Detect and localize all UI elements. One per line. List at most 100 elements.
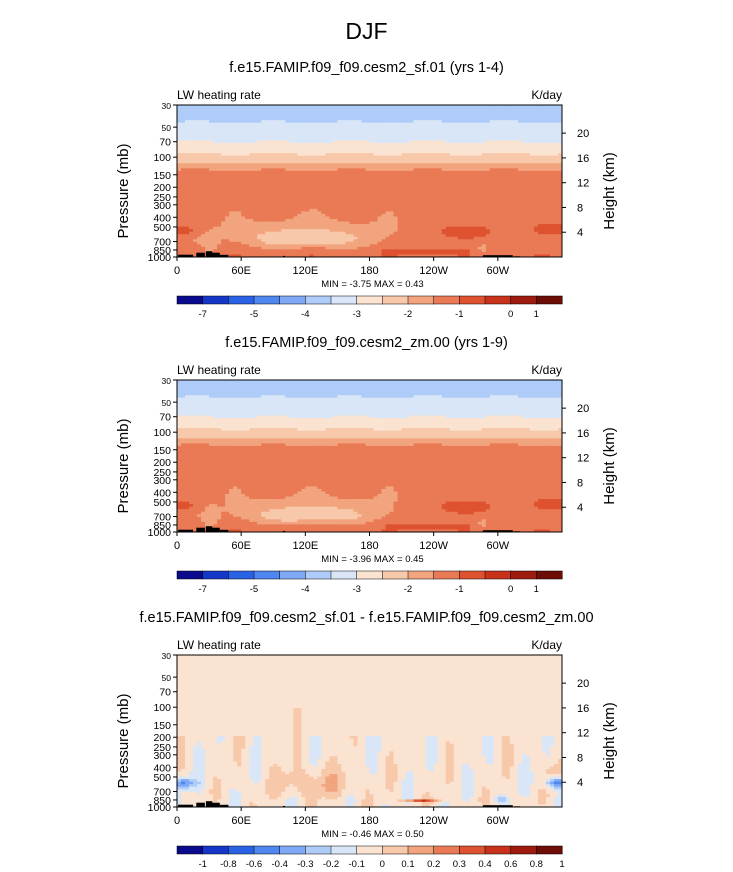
heatmap-cell bbox=[301, 229, 306, 233]
heatmap-cell bbox=[241, 231, 246, 235]
heatmap-cell bbox=[497, 173, 503, 177]
heatmap-cell bbox=[257, 153, 262, 157]
heatmap-cell bbox=[537, 153, 543, 157]
heatmap-cell bbox=[421, 140, 427, 144]
heatmap-cell bbox=[521, 234, 527, 238]
heatmap-cell bbox=[193, 208, 198, 212]
heatmap-cell bbox=[313, 132, 318, 136]
heatmap-cell bbox=[489, 143, 495, 146]
heatmap-cell bbox=[385, 234, 390, 238]
heatmap-cell bbox=[509, 191, 515, 195]
heatmap-cell bbox=[185, 165, 190, 169]
heatmap-cell bbox=[189, 183, 194, 187]
heatmap-cell bbox=[545, 107, 551, 111]
heatmap-cell bbox=[385, 178, 390, 182]
heatmap-cell bbox=[449, 143, 455, 146]
heatmap-cell bbox=[265, 143, 270, 146]
heatmap-cell bbox=[245, 203, 250, 207]
heatmap-cell bbox=[293, 135, 298, 139]
heatmap-cell bbox=[513, 155, 519, 159]
heatmap-cell bbox=[241, 229, 246, 233]
heatmap-cell bbox=[469, 105, 475, 108]
heatmap-cell bbox=[341, 105, 346, 108]
heatmap-cell bbox=[269, 165, 274, 169]
heatmap-cell bbox=[513, 173, 519, 177]
heatmap-cell bbox=[461, 137, 467, 141]
heatmap-cell bbox=[433, 175, 439, 179]
heatmap-cell bbox=[513, 132, 519, 136]
heatmap-cell bbox=[321, 183, 326, 187]
heatmap-cell bbox=[517, 206, 523, 210]
heatmap-cell bbox=[377, 186, 382, 189]
heatmap-cell bbox=[293, 132, 298, 136]
heatmap-cell bbox=[429, 160, 435, 164]
heatmap-cell bbox=[309, 168, 314, 172]
heatmap-cell bbox=[513, 191, 519, 195]
heatmap-cell bbox=[469, 224, 475, 227]
heatmap-cell bbox=[537, 216, 543, 220]
heatmap-cell bbox=[245, 145, 250, 149]
heatmap-cell bbox=[313, 178, 318, 182]
heatmap-cell bbox=[533, 181, 539, 184]
heatmap-cell bbox=[453, 175, 459, 179]
heatmap-cell bbox=[353, 178, 358, 182]
heatmap-cell bbox=[201, 203, 206, 207]
heatmap-cell bbox=[217, 120, 222, 124]
heatmap-cell bbox=[453, 122, 459, 126]
heatmap-cell bbox=[185, 155, 190, 159]
heatmap-cell bbox=[493, 173, 499, 177]
heatmap-cell bbox=[361, 226, 366, 230]
heatmap-cell bbox=[217, 178, 222, 182]
heatmap-cell bbox=[209, 198, 214, 202]
heatmap-cell bbox=[361, 137, 366, 141]
heatmap-cell bbox=[225, 140, 230, 144]
heatmap-cell bbox=[233, 155, 238, 159]
heatmap-cell bbox=[429, 135, 435, 139]
heatmap-cell bbox=[537, 150, 543, 154]
heatmap-cell bbox=[333, 183, 338, 187]
heatmap-cell bbox=[405, 224, 410, 227]
heatmap-cell bbox=[237, 132, 242, 136]
heatmap-cell bbox=[241, 117, 246, 121]
heatmap-cell bbox=[293, 170, 298, 174]
heatmap-cell bbox=[441, 201, 447, 205]
heatmap-cell bbox=[481, 153, 487, 157]
heatmap-cell bbox=[361, 135, 366, 139]
heatmap-cell bbox=[277, 193, 282, 197]
heatmap-cell bbox=[457, 221, 463, 225]
heatmap-cell bbox=[201, 175, 206, 179]
heatmap-cell bbox=[217, 206, 222, 210]
heatmap-cell bbox=[461, 193, 467, 197]
heatmap-cell bbox=[301, 105, 306, 108]
heatmap-cell bbox=[249, 105, 254, 108]
heatmap-cell bbox=[473, 125, 479, 129]
heatmap-cell bbox=[273, 168, 278, 172]
heatmap-cell bbox=[541, 140, 547, 144]
heatmap-cell bbox=[293, 120, 298, 124]
heatmap-cell bbox=[537, 132, 543, 136]
heatmap-cell bbox=[541, 191, 547, 195]
heatmap-cell bbox=[361, 163, 366, 167]
heatmap-cell bbox=[457, 168, 463, 172]
heatmap-cell bbox=[473, 226, 479, 230]
heatmap-cell bbox=[353, 231, 358, 235]
heatmap-cell bbox=[197, 224, 202, 227]
heatmap-cell bbox=[465, 125, 471, 129]
heatmap-cell bbox=[489, 115, 495, 119]
heatmap-cell bbox=[261, 143, 266, 146]
heatmap-cell bbox=[329, 226, 334, 230]
heatmap-cell bbox=[465, 175, 471, 179]
heatmap-cell bbox=[341, 120, 346, 124]
heatmap-cell bbox=[217, 173, 222, 177]
heatmap-cell bbox=[373, 153, 378, 157]
heatmap-cell bbox=[377, 216, 382, 220]
heatmap-cell bbox=[453, 178, 459, 182]
heatmap-cell bbox=[521, 153, 527, 157]
heatmap-cell bbox=[497, 145, 503, 149]
heatmap-cell bbox=[553, 221, 559, 225]
heatmap-cell bbox=[217, 160, 222, 164]
heatmap-cell bbox=[465, 234, 471, 238]
heatmap-cell bbox=[345, 219, 350, 222]
heatmap-cell bbox=[497, 231, 503, 235]
heatmap-cell bbox=[233, 193, 238, 197]
